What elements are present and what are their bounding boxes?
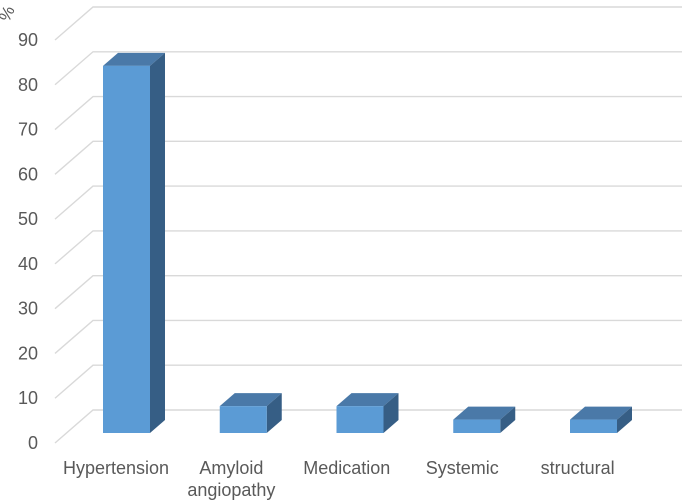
bar-top-face-amyloid-angiopathy [219, 393, 282, 407]
gridline-40 [54, 230, 682, 265]
x-category-label-hypertension: Hypertension [63, 458, 169, 478]
bar-top-face-medication [336, 393, 399, 407]
y-tick-label-80: 80 [18, 75, 38, 95]
y-tick-label-30: 30 [18, 299, 38, 319]
bar-side-face-amyloid-angiopathy [266, 393, 282, 433]
x-category-label-structural: structural [541, 458, 615, 478]
gridline-60 [54, 140, 682, 175]
bar-side-face-hypertension [150, 52, 165, 433]
bar-front-face-systemic [453, 419, 501, 433]
x-category-label-amyloid-angiopathy: Amyloid angiopathy [187, 458, 275, 500]
y-tick-label-0: 0 [28, 433, 38, 453]
x-category-label-systemic: Systemic [426, 458, 499, 478]
gridline-50 [54, 185, 682, 220]
gridline-20 [54, 319, 682, 354]
y-tick-label-90: 90 [18, 30, 38, 50]
bar-top-face-hypertension [103, 52, 165, 66]
y-tick-label-20: 20 [18, 343, 38, 363]
x-category-label-medication: Medication [303, 458, 390, 478]
bar-side-face-systemic [500, 406, 516, 433]
y-tick-label-40: 40 [18, 254, 38, 274]
bar-hypertension [103, 52, 165, 434]
bar-front-face-medication [336, 406, 384, 433]
bar-top-face-systemic [453, 406, 516, 420]
gridline-70 [54, 95, 682, 131]
y-tick-label-10: 10 [18, 388, 38, 408]
y-tick-label-60: 60 [18, 164, 38, 184]
bar-systemic [453, 406, 516, 433]
bar-amyloid-angiopathy [219, 393, 282, 433]
bar-side-face-structural [617, 406, 632, 433]
bar-top-face-structural [570, 406, 632, 420]
bar-front-face-structural [570, 419, 617, 433]
bar-front-face-hypertension [103, 65, 150, 434]
bar-side-face-medication [383, 393, 399, 433]
bar-front-face-amyloid-angiopathy [219, 406, 267, 433]
y-tick-label-50: 50 [18, 209, 38, 229]
gridline-90 [54, 6, 682, 41]
bar-structural [570, 406, 632, 433]
gridline-30 [54, 274, 682, 310]
gridline-10 [54, 364, 682, 399]
y-tick-label-70: 70 [18, 120, 38, 140]
y-axis-title: % [0, 3, 19, 25]
bar-medication [336, 393, 399, 433]
gridline-80 [54, 51, 682, 86]
